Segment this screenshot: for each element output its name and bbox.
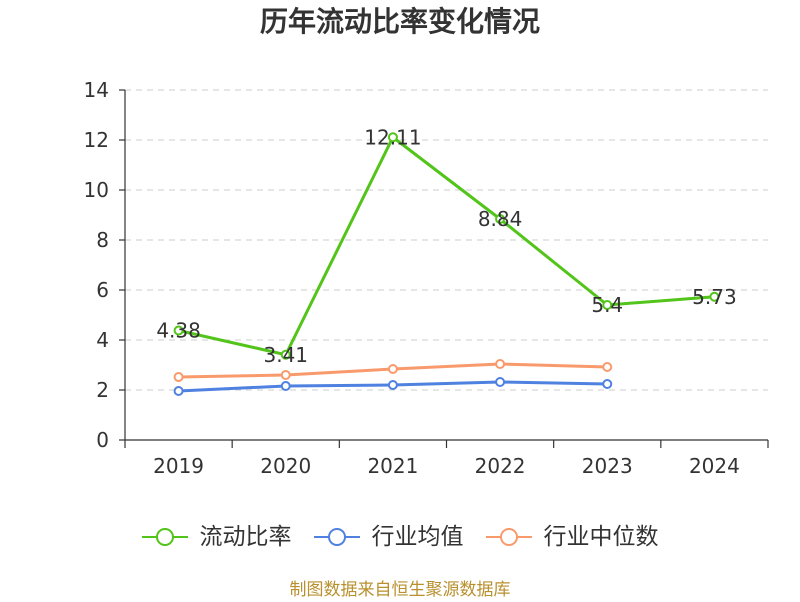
y-tick-label: 12 (84, 128, 109, 152)
legend-item-current-ratio[interactable]: 流动比率 (141, 522, 292, 552)
data-point (602, 300, 613, 310)
data-point (387, 364, 398, 374)
grid-lines (125, 89, 768, 391)
x-tick-label: 2022 (475, 454, 526, 478)
data-point (602, 362, 613, 372)
data-point (173, 372, 184, 382)
data-point (495, 377, 506, 387)
y-tick-label: 6 (96, 278, 109, 302)
data-point (173, 325, 184, 336)
legend-label-current-ratio: 流动比率 (199, 524, 292, 550)
data-label: 8.84 (478, 207, 523, 231)
legend-item-industry-median[interactable]: 行业中位数 (485, 522, 659, 552)
y-tick-label: 2 (96, 378, 109, 402)
data-point (387, 132, 398, 143)
source-note: 制图数据来自恒生聚源数据库 (289, 580, 511, 600)
series-industry-median (173, 359, 613, 382)
data-point (173, 386, 184, 396)
data-point (387, 380, 398, 390)
y-tick-label: 14 (84, 78, 109, 102)
line-circle-icon (313, 528, 360, 546)
x-tick-label: 2024 (689, 454, 740, 478)
data-point (495, 359, 506, 369)
legend-label-industry-median: 行业中位数 (543, 524, 659, 550)
x-tick-label: 2019 (153, 454, 204, 478)
data-point (280, 370, 291, 380)
chart-title: 历年流动比率变化情况 (259, 5, 540, 38)
data-point (709, 291, 720, 302)
y-tick-label: 10 (84, 178, 109, 202)
data-labels: 4.38 3.41 12.11 8.84 5.4 5.73 (156, 125, 736, 367)
x-tick-label: 2021 (367, 454, 418, 478)
series-current-ratio (173, 132, 720, 360)
y-tick-label: 0 (96, 428, 109, 452)
data-point (495, 214, 506, 224)
x-axis: 2019 2020 2021 2022 2023 2024 (124, 439, 769, 478)
data-point (602, 379, 613, 389)
data-label: 3.41 (263, 343, 308, 367)
legend-label-industry-mean: 行业均值 (371, 524, 464, 550)
y-axis: 0 2 4 6 8 10 12 14 (84, 78, 126, 452)
line-circle-icon (485, 528, 532, 546)
x-tick-label: 2023 (582, 454, 633, 478)
data-point (280, 381, 291, 391)
series-industry-mean (173, 377, 613, 396)
line-circle-icon (141, 528, 188, 546)
y-tick-label: 4 (96, 328, 109, 352)
data-label: 12.11 (364, 125, 421, 149)
y-tick-label: 8 (96, 228, 109, 252)
x-tick-label: 2020 (260, 454, 311, 478)
chart-legend: 流动比率 行业均值 行业中位数 (0, 520, 800, 554)
legend-item-industry-mean[interactable]: 行业均值 (313, 522, 464, 552)
data-label: 4.38 (156, 319, 201, 343)
series-line-current-ratio (177, 135, 716, 357)
data-label: 5.4 (591, 293, 623, 317)
data-point (280, 349, 291, 360)
data-label: 5.73 (692, 285, 737, 309)
